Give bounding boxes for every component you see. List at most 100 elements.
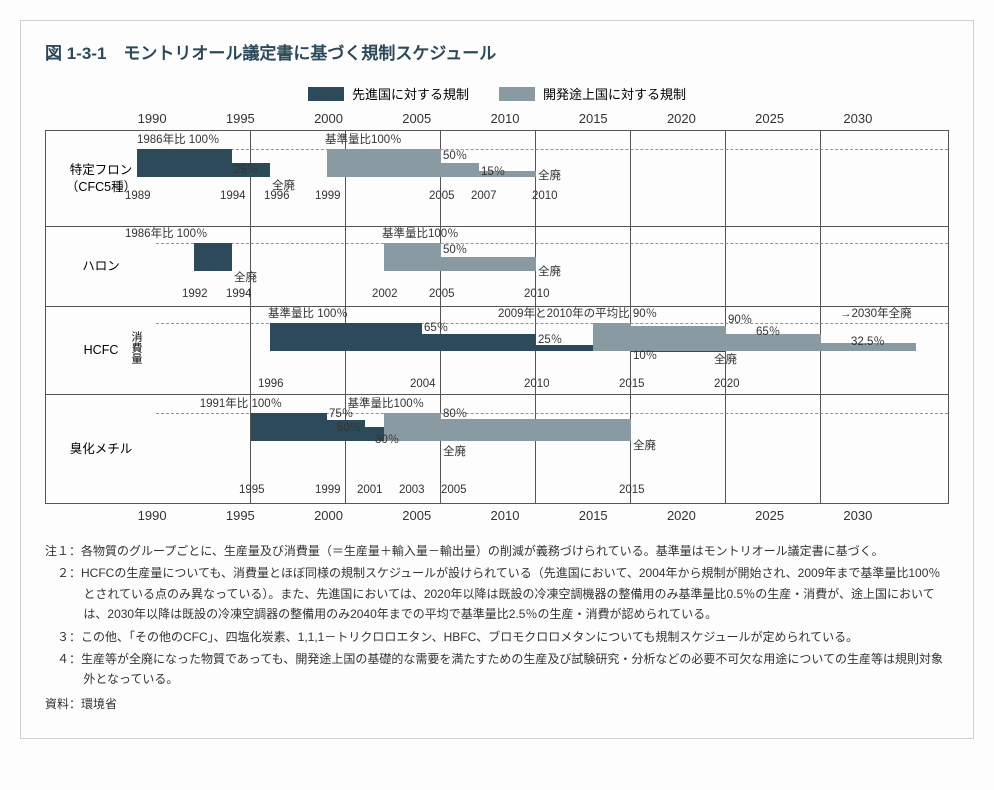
chart-body: 特定フロン（CFC5種）ハロンHCFC臭化メチル 1986年比 100％25％全… xyxy=(45,130,949,504)
notes: 注１：各物質のグループごとに、生産量及び消費量（＝生産量＋輸入量－輸出量）の削減… xyxy=(45,541,949,714)
legend: 先進国に対する規制 開発途上国に対する規制 xyxy=(45,84,949,103)
rows-area: 1986年比 100％25％全廃基準量比100％50％15％全廃19891994… xyxy=(156,131,948,503)
figure-title: 図 1-3-1 モントリオール議定書に基づく規制スケジュール xyxy=(45,39,949,64)
annotation: 1995 xyxy=(239,485,265,497)
axis-tick: 1990 xyxy=(108,111,196,126)
annotation: 1994 xyxy=(226,289,252,301)
figure-container: 図 1-3-1 モントリオール議定書に基づく規制スケジュール 先進国に対する規制… xyxy=(20,20,974,739)
annotation: 全廃 xyxy=(714,355,737,367)
annotation: 2003 xyxy=(399,485,425,497)
chart-row: 1991年比 100％ 75％ 50％ 30％ 全廃 基準量比100％ 80％ 全廃 1995 1… xyxy=(156,395,948,503)
annotation: 65％ xyxy=(756,327,780,339)
bar-ing xyxy=(327,149,441,177)
annotation: 2001 xyxy=(357,485,383,497)
swatch-developing xyxy=(499,87,535,101)
bar-dev xyxy=(137,149,232,177)
annotation: 2004 xyxy=(410,379,436,391)
annotation: 全廃 xyxy=(538,171,561,183)
annotation: 基準量比100％ xyxy=(382,229,459,241)
annotation: →2030年全廃 xyxy=(840,309,912,321)
annotation: 2010 xyxy=(524,379,550,391)
annotation: 32.5％ xyxy=(851,337,885,349)
bar-dev xyxy=(422,334,536,351)
axis-tick: 2000 xyxy=(284,111,372,126)
annotation: 2005 xyxy=(429,191,455,203)
axis-top: 199019952000200520102015202020252030 xyxy=(155,111,949,126)
annotation: 2015 xyxy=(619,379,645,391)
axis-tick: 2015 xyxy=(549,111,637,126)
annotation: 2007 xyxy=(471,191,497,203)
axis-tick: 1995 xyxy=(196,508,284,523)
annotation: 1999 xyxy=(315,485,341,497)
note-line: ４：生産等が全廃になった物質であっても、開発途上国の基礎的な需要を満たすための生… xyxy=(45,649,949,690)
chart-row: 1986年比 100％全廃基準量比100％50％全廃19921994200220… xyxy=(156,227,948,307)
bar-ing xyxy=(441,419,631,441)
annotation: 75％ xyxy=(329,409,353,421)
axis-tick: 2030 xyxy=(814,111,902,126)
annotation: 2005 xyxy=(429,289,455,301)
source-line: 資料：環境省 xyxy=(45,694,949,714)
chart-row: 1986年比 100％25％全廃基準量比100％50％15％全廃19891994… xyxy=(156,131,948,227)
axis-tick: 2005 xyxy=(373,508,461,523)
annotation: 1999 xyxy=(315,191,341,203)
annotation: 90％ xyxy=(728,315,752,327)
annotation: 2010 xyxy=(524,289,550,301)
annotation: 1986年比 100％ xyxy=(125,229,207,241)
bar-ing xyxy=(593,323,631,351)
annotation: 2015 xyxy=(619,485,645,497)
annotation: 30％ xyxy=(375,435,399,447)
annotation: 1994 xyxy=(220,191,246,203)
legend-developed: 先進国に対する規制 xyxy=(308,84,469,103)
annotation: 50％ xyxy=(337,423,361,435)
annotation: 1991年比 100％ xyxy=(200,399,282,411)
bar-ing xyxy=(384,243,441,271)
annotation: 25％ xyxy=(538,335,562,347)
bar-dev xyxy=(270,323,422,351)
annotation: 15％ xyxy=(481,167,505,179)
annotation: 全廃 xyxy=(633,441,656,453)
axis-tick: 2005 xyxy=(373,111,461,126)
axis-tick: 2000 xyxy=(284,508,372,523)
annotation: 25％ xyxy=(234,165,258,177)
annotation: 1986年比 100％ xyxy=(137,135,219,147)
axis-tick: 1995 xyxy=(196,111,284,126)
axis-tick: 2020 xyxy=(637,111,725,126)
annotation: 1989 xyxy=(125,191,151,203)
annotation: 全廃 xyxy=(443,447,466,459)
annotation: 50％ xyxy=(443,151,467,163)
annotation: 全廃 xyxy=(234,273,257,285)
chart-row: 消費量基準量比 100％65％25％10％全廃2009年と2010年の平均比 9… xyxy=(156,307,948,395)
bar-dev xyxy=(194,243,232,271)
bar-ing xyxy=(441,163,479,177)
bar-ing xyxy=(631,326,726,351)
swatch-developed xyxy=(308,87,344,101)
row-sublabel: 消費量 xyxy=(128,331,144,364)
axis-tick: 2025 xyxy=(726,111,814,126)
axis-tick: 2025 xyxy=(726,508,814,523)
annotation: 2002 xyxy=(372,289,398,301)
axis-tick: 1990 xyxy=(108,508,196,523)
bar-dev xyxy=(251,413,327,441)
annotation: 10％ xyxy=(633,351,657,363)
annotation: 1996 xyxy=(264,191,290,203)
legend-developing: 開発途上国に対する規制 xyxy=(499,84,686,103)
axis-tick: 2015 xyxy=(549,508,637,523)
note-line: ２：HCFCの生産量についても、消費量とほぼ同様の規制スケジュールが設けられてい… xyxy=(45,563,949,624)
legend-developing-label: 開発途上国に対する規制 xyxy=(543,84,686,103)
axis-bottom: 199019952000200520102015202020252030 xyxy=(155,508,949,523)
axis-tick: 2020 xyxy=(637,508,725,523)
annotation: 基準量比100％ xyxy=(325,135,402,147)
note-line: 注１：各物質のグループごとに、生産量及び消費量（＝生産量＋輸入量－輸出量）の削減… xyxy=(45,541,949,561)
bar-ing xyxy=(441,257,536,271)
annotation: 80％ xyxy=(443,409,467,421)
legend-developed-label: 先進国に対する規制 xyxy=(352,84,469,103)
chart: 199019952000200520102015202020252030 特定フ… xyxy=(45,111,949,523)
annotation: 2010 xyxy=(532,191,558,203)
annotation: 2005 xyxy=(441,485,467,497)
annotation: 2020 xyxy=(714,379,740,391)
annotation: 全廃 xyxy=(538,267,561,279)
annotation: 基準量比100％ xyxy=(348,399,425,411)
annotation: 1996 xyxy=(258,379,284,391)
annotation: 50％ xyxy=(443,245,467,257)
axis-tick: 2030 xyxy=(814,508,902,523)
